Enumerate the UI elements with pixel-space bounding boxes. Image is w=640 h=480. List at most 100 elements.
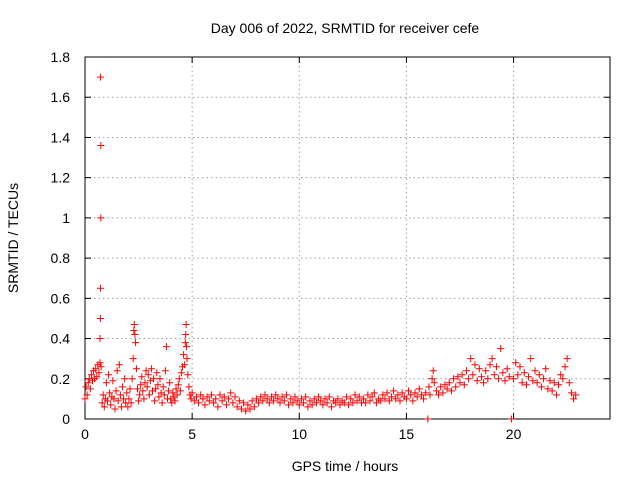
- data-point: [282, 391, 290, 399]
- data-point: [430, 379, 438, 387]
- data-point: [445, 379, 453, 387]
- data-point: [166, 379, 174, 387]
- x-tick-label: 20: [506, 426, 522, 442]
- data-point: [417, 391, 425, 399]
- data-point: [561, 363, 569, 371]
- y-tick-label: 1.8: [51, 49, 71, 65]
- data-point: [87, 371, 95, 379]
- data-point: [484, 375, 492, 383]
- data-point: [98, 399, 106, 407]
- data-point: [183, 343, 191, 351]
- data-point: [347, 395, 355, 403]
- data-point: [137, 381, 145, 389]
- data-point: [413, 393, 421, 401]
- data-point: [231, 393, 239, 401]
- data-point: [505, 373, 513, 381]
- data-point: [383, 389, 391, 397]
- data-point: [499, 369, 507, 377]
- data-point: [460, 381, 468, 389]
- data-point: [102, 379, 110, 387]
- data-point: [177, 369, 185, 377]
- data-point: [454, 373, 462, 381]
- data-point: [100, 403, 108, 411]
- x-tick-label: 10: [291, 426, 307, 442]
- data-point: [244, 401, 252, 409]
- data-point: [110, 395, 118, 403]
- data-point: [278, 393, 286, 401]
- data-point: [552, 391, 560, 399]
- data-point: [210, 399, 218, 407]
- data-point: [111, 405, 119, 413]
- data-point: [117, 403, 125, 411]
- data-point: [233, 403, 241, 411]
- chart-title: Day 006 of 2022, SRMTID for receiver cef…: [211, 20, 480, 36]
- data-point: [439, 389, 447, 397]
- x-tick-label: 0: [81, 426, 89, 442]
- data-point: [336, 401, 344, 409]
- data-point: [181, 339, 189, 347]
- data-point: [323, 399, 331, 407]
- y-axis-tick-labels: 0 0.2 0.4 0.6 0.8 1 1.2 1.4 1.6 1.8: [51, 49, 71, 427]
- data-point: [113, 367, 121, 375]
- data-point: [225, 395, 233, 403]
- data-point: [143, 383, 151, 391]
- data-point: [306, 397, 314, 405]
- data-point: [155, 393, 163, 401]
- data-point: [437, 383, 445, 391]
- data-point: [387, 393, 395, 401]
- data-point: [402, 395, 410, 403]
- data-point: [407, 391, 415, 399]
- data-point: [497, 345, 505, 353]
- y-tick-label: 1.4: [51, 129, 71, 145]
- data-point: [302, 393, 310, 401]
- y-tick-label: 0.8: [51, 250, 71, 266]
- data-point: [456, 379, 464, 387]
- data-point: [398, 389, 406, 397]
- y-tick-label: 1: [62, 210, 70, 226]
- data-point: [132, 365, 140, 373]
- data-point: [520, 369, 528, 377]
- data-point: [126, 385, 134, 393]
- data-point: [450, 375, 458, 383]
- data-point: [310, 395, 318, 403]
- data-point: [252, 395, 260, 403]
- data-point: [447, 387, 455, 395]
- data-point: [480, 379, 488, 387]
- data-point: [385, 397, 393, 405]
- data-point: [548, 387, 556, 395]
- data-point: [123, 389, 131, 397]
- data-point: [516, 363, 524, 371]
- data-point: [546, 377, 554, 385]
- data-point: [317, 397, 325, 405]
- data-point: [183, 355, 191, 363]
- data-point: [276, 399, 284, 407]
- data-point: [379, 391, 387, 399]
- data-point: [95, 369, 103, 377]
- data-point: [514, 371, 522, 379]
- data-point: [345, 401, 353, 409]
- data-point: [158, 399, 166, 407]
- data-point: [162, 343, 170, 351]
- data-point: [97, 141, 105, 149]
- data-point: [182, 331, 190, 339]
- data-point: [218, 397, 226, 405]
- x-axis-tick-labels: 0 5 10 15 20: [81, 426, 521, 442]
- data-point: [240, 399, 248, 407]
- data-point: [222, 401, 230, 409]
- data-point: [96, 284, 104, 292]
- data-point: [334, 395, 342, 403]
- data-point: [297, 395, 305, 403]
- data-point: [525, 373, 533, 381]
- data-point: [471, 361, 479, 369]
- data-point: [503, 365, 511, 373]
- data-point: [201, 401, 209, 409]
- data-point: [130, 327, 138, 335]
- data-point: [360, 395, 368, 403]
- data-point: [115, 361, 123, 369]
- data-point: [342, 393, 350, 401]
- data-point: [128, 375, 136, 383]
- data-point: [99, 391, 107, 399]
- x-tick-label: 15: [399, 426, 415, 442]
- data-point: [272, 391, 280, 399]
- data-point: [300, 399, 308, 407]
